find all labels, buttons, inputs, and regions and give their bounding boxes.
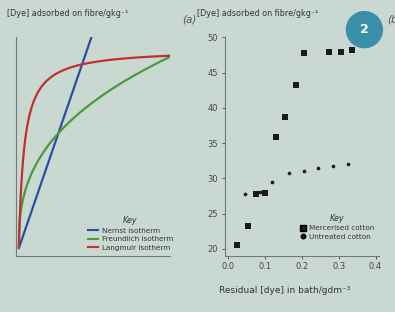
Circle shape (346, 12, 382, 48)
Point (262, 191, 268, 196)
Point (326, 49, 333, 54)
Point (253, 191, 259, 196)
Text: (a): (a) (182, 14, 196, 24)
Text: Residual [dye] in bath/gdm⁻³: Residual [dye] in bath/gdm⁻³ (219, 286, 350, 295)
Point (256, 190, 263, 195)
Text: [Dye] adsorbed on fibre/gkg⁻¹: [Dye] adsorbed on fibre/gkg⁻¹ (7, 9, 128, 18)
Point (301, 169, 307, 174)
Point (345, 162, 351, 167)
Point (234, 243, 241, 248)
Point (301, 51, 307, 56)
Text: [Dye] adsorbed on fibre/gkg⁻¹: [Dye] adsorbed on fibre/gkg⁻¹ (197, 9, 318, 18)
Point (330, 163, 336, 168)
Text: (b): (b) (387, 14, 395, 24)
Point (242, 191, 248, 196)
Point (273, 134, 279, 139)
Point (337, 49, 344, 54)
Legend: Mercerised cotton, Untreated cotton: Mercerised cotton, Untreated cotton (299, 212, 376, 241)
Legend: Nernst isotherm, Freundlich isotherm, Langmuir isotherm: Nernst isotherm, Freundlich isotherm, La… (87, 215, 175, 252)
Point (315, 165, 322, 170)
Point (286, 171, 292, 176)
Point (245, 224, 252, 229)
Point (348, 48, 355, 53)
Text: 2: 2 (360, 23, 369, 36)
Point (282, 115, 288, 119)
Point (269, 179, 276, 184)
Point (293, 82, 299, 87)
